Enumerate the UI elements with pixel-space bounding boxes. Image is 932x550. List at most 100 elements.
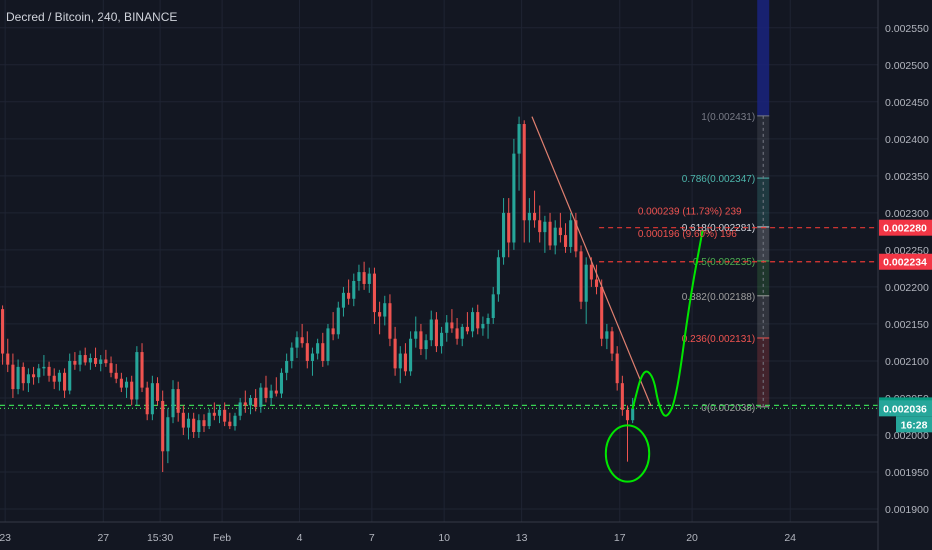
price-tick-label: 0.001950 [885,467,929,479]
candle-body [486,318,490,324]
candle-body [93,357,98,364]
candle-body [460,326,464,339]
time-tick-label: 24 [784,532,796,544]
candle-body [264,387,268,398]
candle-body [254,397,258,407]
trendline [531,116,652,406]
candle-body [37,368,41,378]
candle-body [207,412,211,427]
countdown-tag [896,416,932,433]
candle-body [1,309,5,354]
candle-body [362,272,366,284]
price-tag [879,400,932,417]
candle-body [388,303,392,339]
candle-body [403,353,407,372]
candle-body [223,409,227,422]
candle-body [26,374,30,384]
candle-body [445,322,449,333]
candle-body [476,312,480,329]
fib-level-label: 0.5(0.002235) [693,257,755,268]
user-drawings [531,116,704,483]
candle-body [212,412,216,416]
time-tick-label: 20 [686,532,698,544]
candle-body [228,421,232,427]
candle-body [419,331,423,350]
candle-body [202,420,206,427]
countdown-label: 16:28 [901,419,928,431]
candle-body [135,352,139,400]
price-tick-label: 0.002000 [885,430,929,442]
candle-body [610,331,614,354]
candle-body [99,359,103,364]
candle-body [150,383,154,415]
price-tag-label: 0.002280 [883,223,927,235]
candle-body [233,415,237,427]
candle-body [217,409,222,416]
candle-body [326,328,330,361]
candle-body [615,353,619,384]
fib-level-label: 0.382(0.002188) [682,292,755,303]
candle-body [378,312,382,317]
candle-body [398,353,402,369]
candle-body [584,264,588,302]
candle-body [57,372,61,382]
price-axis: 0.0019000.0019500.0020000.0020500.002100… [877,0,929,550]
price-tick-label: 0.002150 [885,319,929,331]
candle-body [166,417,170,452]
price-tag [879,253,932,270]
candle-body [197,420,201,433]
candle-body [88,357,92,363]
candle-body [481,323,485,329]
candle-body [130,381,134,400]
circle-drawing [604,424,651,483]
candles [1,116,635,473]
candle-body [594,279,599,287]
candle-body [367,273,371,284]
candle-body [631,408,635,421]
candle-body [321,343,325,361]
candle-body [42,366,46,369]
candle-body [73,360,77,365]
candle-body [6,353,10,365]
candle-body [383,303,387,317]
price-tick-label: 0.002200 [885,282,929,294]
candle-body [331,328,335,335]
candle-body [347,292,351,299]
measure-annotation: 0.000196 (9.60%) 196 [638,229,737,240]
candle-body [574,220,578,252]
candle-body [569,220,573,247]
candle-body [78,355,82,365]
price-tag [879,219,932,236]
candle-body [507,212,511,243]
candle-body [393,338,397,369]
candle-body [259,387,263,407]
candle-body [68,360,72,391]
candle-body [563,235,568,247]
candle-body [579,251,583,302]
candle-body [274,390,278,394]
fib-extension-band [757,0,770,116]
candle-body [532,212,537,221]
projection-drawing [631,230,704,417]
candle-body [414,331,418,339]
candle-body [171,389,175,418]
candle-body [269,390,273,398]
candle-body [109,363,113,373]
candle-body [243,402,247,406]
candle-body [357,272,361,281]
candle-body [124,381,129,388]
candle-body [161,400,165,452]
candle-body [440,332,444,347]
candle-body [517,124,521,154]
candle-body [192,418,196,433]
candle-body [625,409,630,421]
fib-level-label: 1(0.002431) [701,112,755,123]
candle-body [434,319,438,347]
candle-body [47,366,51,376]
price-tick-label: 0.002300 [885,208,929,220]
candle-body [465,326,469,332]
time-tick-label: 10 [438,532,450,544]
candle-body [145,387,149,415]
